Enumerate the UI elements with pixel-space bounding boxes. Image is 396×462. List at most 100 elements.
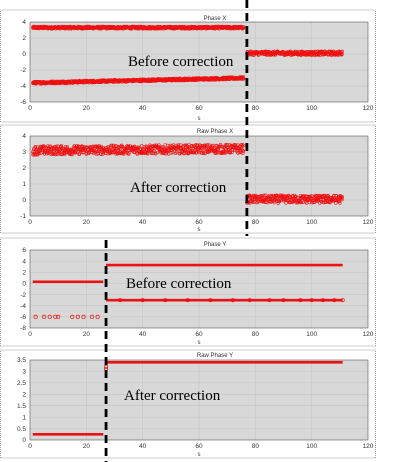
data-point	[77, 145, 81, 149]
data-point	[299, 200, 304, 205]
y-tick-label: 0	[22, 437, 26, 444]
data-point	[53, 152, 58, 157]
x-tick-label: 80	[252, 443, 260, 450]
x-tick-label: 120	[363, 105, 374, 112]
data-point	[267, 298, 272, 303]
data-point	[230, 298, 235, 303]
data-point	[95, 314, 100, 319]
data-point	[201, 148, 205, 153]
data-point	[70, 314, 75, 319]
data-point	[284, 201, 288, 205]
data-point	[185, 148, 189, 152]
data-point	[269, 194, 274, 198]
data-point	[241, 149, 246, 153]
data-point	[205, 150, 210, 154]
data-point	[72, 145, 76, 150]
x-tick-label: 40	[139, 105, 147, 112]
x-tick-label: 40	[139, 443, 147, 450]
annotation: After correction	[130, 180, 227, 196]
y-tick-label: -2	[20, 67, 26, 74]
data-point	[250, 193, 254, 198]
data-point	[283, 194, 287, 199]
data-point	[42, 144, 46, 148]
y-tick-label: 1	[22, 414, 26, 421]
data-point	[181, 143, 186, 148]
x-tick-label: 60	[195, 443, 203, 450]
x-tick-label: 120	[363, 443, 374, 450]
y-tick-label: -4	[20, 303, 26, 310]
data-point	[309, 298, 314, 303]
data-point	[242, 77, 246, 81]
data-point	[108, 151, 113, 155]
panel-title: Raw Phase X	[197, 129, 233, 135]
data-point	[39, 151, 43, 155]
y-tick-labels: 3.5 3 2.5 2 1.5 1 0.5 0	[17, 357, 26, 444]
data-point	[321, 200, 326, 205]
data-point	[161, 145, 165, 149]
x-tick-label: 0	[28, 105, 32, 112]
data-point	[118, 298, 123, 303]
y-tick-label: 2	[22, 269, 26, 276]
plot-border	[29, 359, 369, 441]
y-tick-label: 1	[22, 181, 26, 188]
data-points	[32, 263, 345, 319]
data-point	[161, 151, 166, 156]
y-tick-label: -4	[20, 83, 26, 90]
data-point	[155, 150, 160, 155]
data-point	[96, 149, 101, 154]
data-point	[234, 143, 238, 148]
x-tick-label: 40	[139, 331, 147, 338]
data-point	[87, 151, 91, 155]
data-point	[204, 143, 208, 148]
x-tick-label: 100	[306, 219, 317, 226]
data-point	[57, 152, 61, 156]
data-point	[236, 151, 240, 155]
data-point	[279, 198, 283, 203]
y-tick-label: 4	[22, 133, 26, 140]
data-point	[308, 194, 312, 199]
data-point	[69, 152, 73, 157]
data-point	[240, 144, 244, 148]
x-tick-label: 20	[83, 443, 91, 450]
x-axis-label: s	[198, 227, 201, 233]
data-point	[329, 199, 334, 203]
x-tick-label: 100	[306, 443, 317, 450]
y-tick-label: 0	[22, 51, 26, 58]
data-point	[281, 298, 286, 303]
y-tick-label: 3	[22, 149, 26, 156]
y-tick-label: 3.5	[17, 357, 26, 364]
y-tick-label: 4	[22, 19, 26, 26]
y-tick-label: 0	[22, 281, 26, 288]
data-point	[170, 150, 175, 155]
x-tick-label: 60	[195, 105, 203, 112]
y-tick-label: -6	[20, 314, 26, 321]
data-point	[185, 298, 190, 303]
data-point	[163, 298, 168, 303]
x-tick-label: 60	[195, 219, 203, 226]
panel-frame	[0, 349, 376, 459]
data-point	[140, 298, 145, 303]
data-point	[128, 144, 133, 148]
panel-title: Raw Phase Y	[197, 353, 233, 359]
x-tick-label: 100	[306, 105, 317, 112]
data-point	[182, 151, 186, 155]
data-point	[181, 145, 185, 149]
data-point	[47, 314, 52, 319]
data-point	[68, 152, 73, 156]
data-point	[247, 298, 252, 303]
annotation: Before correction	[126, 276, 232, 292]
y-tick-label: -2	[20, 292, 26, 299]
data-point	[260, 193, 264, 198]
y-tick-labels: 4 2 0 -2 -4 -6	[20, 19, 26, 106]
data-point	[89, 314, 95, 319]
y-tick-label: -6	[20, 99, 26, 106]
data-point	[228, 151, 232, 155]
panel-frame	[0, 124, 376, 234]
annotation: After correction	[124, 388, 221, 404]
y-tick-label: 1.5	[17, 403, 26, 410]
data-point	[323, 194, 327, 198]
data-point	[276, 196, 280, 201]
